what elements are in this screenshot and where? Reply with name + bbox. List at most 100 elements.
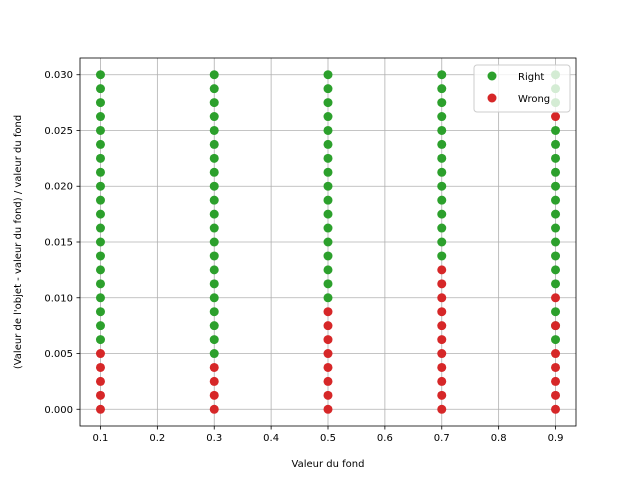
data-point-right [437, 98, 447, 108]
legend-marker-wrong [487, 93, 497, 103]
data-point-right [323, 153, 333, 163]
data-point-right [323, 112, 333, 122]
data-point-right [323, 279, 333, 289]
data-point-right [323, 251, 333, 261]
data-point-wrong [437, 335, 447, 345]
data-point-right [437, 70, 447, 80]
data-point-right [209, 125, 219, 135]
data-point-right [323, 195, 333, 205]
data-point-right [95, 293, 105, 303]
data-point-right [209, 265, 219, 275]
data-point-right [209, 195, 219, 205]
data-point-right [95, 84, 105, 94]
data-point-right [551, 223, 561, 233]
data-point-wrong [95, 404, 105, 414]
data-point-wrong [437, 349, 447, 359]
data-point-wrong [437, 265, 447, 275]
y-tick-label: 0.015 [44, 238, 73, 249]
data-point-right [323, 139, 333, 149]
data-point-right [95, 251, 105, 261]
data-point-wrong [323, 335, 333, 345]
y-tick-label: 0.020 [44, 182, 73, 193]
data-point-wrong [95, 390, 105, 400]
data-point-right [209, 279, 219, 289]
data-point-right [209, 139, 219, 149]
data-point-wrong [551, 362, 561, 372]
data-point-right [95, 98, 105, 108]
data-point-right [551, 265, 561, 275]
data-point-wrong [323, 349, 333, 359]
data-points [95, 70, 561, 414]
data-point-right [323, 70, 333, 80]
data-point-wrong [551, 349, 561, 359]
data-point-right [95, 307, 105, 317]
data-point-wrong [551, 293, 561, 303]
data-point-right [209, 335, 219, 345]
data-point-wrong [323, 404, 333, 414]
data-point-right [323, 98, 333, 108]
data-point-wrong [437, 307, 447, 317]
data-point-wrong [551, 390, 561, 400]
data-point-right [551, 167, 561, 177]
x-tick-label: 0.4 [263, 433, 279, 444]
data-point-wrong [437, 321, 447, 331]
data-point-right [437, 139, 447, 149]
y-tick-label: 0.010 [44, 293, 73, 304]
data-point-right [437, 84, 447, 94]
y-tick-label: 0.005 [44, 349, 73, 360]
data-point-right [323, 293, 333, 303]
data-point-right [95, 139, 105, 149]
data-point-right [209, 237, 219, 247]
data-point-right [437, 167, 447, 177]
data-point-wrong [323, 321, 333, 331]
data-point-wrong [95, 362, 105, 372]
data-point-wrong [95, 376, 105, 386]
data-point-wrong [437, 279, 447, 289]
data-point-right [209, 293, 219, 303]
data-point-wrong [437, 362, 447, 372]
data-point-right [95, 279, 105, 289]
data-point-wrong [437, 390, 447, 400]
data-point-right [437, 223, 447, 233]
data-point-right [209, 321, 219, 331]
x-tick-label: 0.1 [93, 433, 109, 444]
data-point-right [437, 125, 447, 135]
data-point-wrong [323, 362, 333, 372]
data-point-right [209, 153, 219, 163]
data-point-right [95, 237, 105, 247]
data-point-right [323, 125, 333, 135]
data-point-right [551, 209, 561, 219]
data-point-right [437, 209, 447, 219]
data-point-right [551, 279, 561, 289]
x-tick-label: 0.9 [548, 433, 564, 444]
data-point-wrong [209, 404, 219, 414]
data-point-wrong [551, 321, 561, 331]
data-point-right [209, 349, 219, 359]
data-point-right [95, 335, 105, 345]
y-axis-label: (Valeur de l'objet - valeur du fond) / v… [13, 115, 24, 369]
data-point-right [437, 195, 447, 205]
y-tick-label: 0.025 [44, 126, 73, 137]
legend-label-wrong: Wrong [518, 94, 550, 105]
data-point-right [437, 112, 447, 122]
data-point-right [95, 195, 105, 205]
legend: Right Wrong [473, 64, 571, 113]
data-point-wrong [437, 376, 447, 386]
x-tick-label: 0.6 [377, 433, 393, 444]
data-point-right [209, 84, 219, 94]
data-point-right [209, 223, 219, 233]
x-tick-label: 0.7 [434, 433, 450, 444]
data-point-right [209, 251, 219, 261]
data-point-wrong [95, 349, 105, 359]
y-tick-label: 0.030 [44, 70, 73, 81]
data-point-right [95, 70, 105, 80]
data-point-wrong [551, 404, 561, 414]
data-point-right [209, 307, 219, 317]
data-point-right [95, 321, 105, 331]
x-tick-label: 0.3 [206, 433, 222, 444]
data-point-right [323, 209, 333, 219]
data-point-right [551, 125, 561, 135]
data-point-wrong [323, 376, 333, 386]
x-tick-label: 0.2 [149, 433, 165, 444]
data-point-right [551, 139, 561, 149]
